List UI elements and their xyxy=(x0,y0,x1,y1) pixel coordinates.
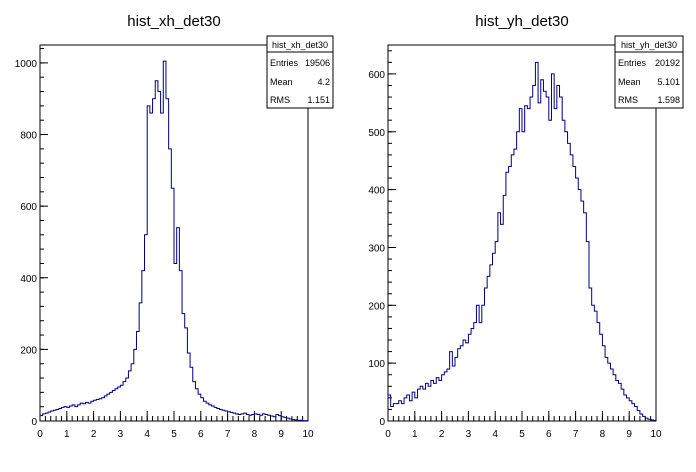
x-tick-label: 9 xyxy=(626,429,632,440)
x-tick-label: 10 xyxy=(650,429,662,440)
x-tick-label: 7 xyxy=(225,429,231,440)
stats-rms-value: 1.151 xyxy=(307,95,330,105)
stats-rms-label: RMS xyxy=(618,95,638,105)
chart-title: hist_xh_det30 xyxy=(127,13,220,30)
x-tick-label: 5 xyxy=(171,429,177,440)
y-tick-label: 100 xyxy=(368,359,385,370)
x-tick-label: 4 xyxy=(492,429,498,440)
pad-left: hist_xh_det30 0 200 400 600 800 1000 0 1 2 3 4 5 6 7… xyxy=(15,13,334,440)
x-tick-label: 4 xyxy=(144,429,150,440)
pad-right: hist_yh_det30 0 100 200 300 400 500 600 0 1 2 3 4 5… xyxy=(368,13,684,440)
x-tick-label: 8 xyxy=(600,429,606,440)
x-tick-label: 9 xyxy=(278,429,284,440)
y-tick-label: 200 xyxy=(368,301,385,312)
x-tick-label: 6 xyxy=(546,429,552,440)
x-tick-label: 7 xyxy=(573,429,579,440)
stats-rms-label: RMS xyxy=(270,95,290,105)
histogram-line xyxy=(40,60,308,422)
x-tick-label: 2 xyxy=(439,429,445,440)
x-tick-label: 1 xyxy=(64,429,70,440)
x-axis: 0 1 2 3 4 5 6 7 8 9 10 xyxy=(37,411,314,440)
stats-entries-value: 20192 xyxy=(655,58,680,68)
stats-entries-label: Entries xyxy=(270,58,299,68)
y-tick-label: 1000 xyxy=(15,59,38,70)
x-axis: 0 1 2 3 4 5 6 7 8 9 10 xyxy=(385,411,662,440)
x-tick-label: 6 xyxy=(198,429,204,440)
y-axis: 0 100 200 300 400 500 600 xyxy=(368,50,396,428)
x-tick-label: 2 xyxy=(91,429,97,440)
x-tick-label: 5 xyxy=(519,429,525,440)
y-tick-label: 600 xyxy=(20,202,37,213)
x-tick-label: 1 xyxy=(412,429,418,440)
histogram-line xyxy=(388,61,656,421)
y-tick-label: 300 xyxy=(368,243,385,254)
x-tick-label: 10 xyxy=(302,429,314,440)
y-tick-label: 600 xyxy=(368,70,385,81)
x-tick-label: 3 xyxy=(466,429,472,440)
x-tick-label: 3 xyxy=(118,429,124,440)
stats-mean-value: 5.101 xyxy=(657,77,680,87)
x-tick-label: 0 xyxy=(385,429,391,440)
chart-title: hist_yh_det30 xyxy=(475,13,568,30)
stats-name: hist_xh_det30 xyxy=(272,40,328,50)
y-tick-label: 0 xyxy=(379,417,385,428)
stats-box: hist_xh_det30 Entries 19506 Mean 4.2 RMS… xyxy=(266,35,334,109)
y-tick-label: 400 xyxy=(368,186,385,197)
x-tick-label: 0 xyxy=(37,429,43,440)
y-axis: 0 200 400 600 800 1000 xyxy=(15,48,48,428)
stats-mean-label: Mean xyxy=(618,77,641,87)
stats-mean-label: Mean xyxy=(270,77,293,87)
y-tick-label: 200 xyxy=(20,345,37,356)
stats-entries-value: 19506 xyxy=(305,58,330,68)
stats-mean-value: 4.2 xyxy=(317,77,330,87)
stats-name: hist_yh_det30 xyxy=(621,40,677,50)
y-tick-label: 0 xyxy=(31,417,37,428)
y-tick-label: 400 xyxy=(20,274,37,285)
x-tick-label: 8 xyxy=(252,429,258,440)
stats-entries-label: Entries xyxy=(618,58,647,68)
stats-box: hist_yh_det30 Entries 20192 Mean 5.101 R… xyxy=(614,35,684,109)
y-tick-label: 500 xyxy=(368,128,385,139)
stats-rms-value: 1.598 xyxy=(657,95,680,105)
y-tick-label: 800 xyxy=(20,131,37,142)
